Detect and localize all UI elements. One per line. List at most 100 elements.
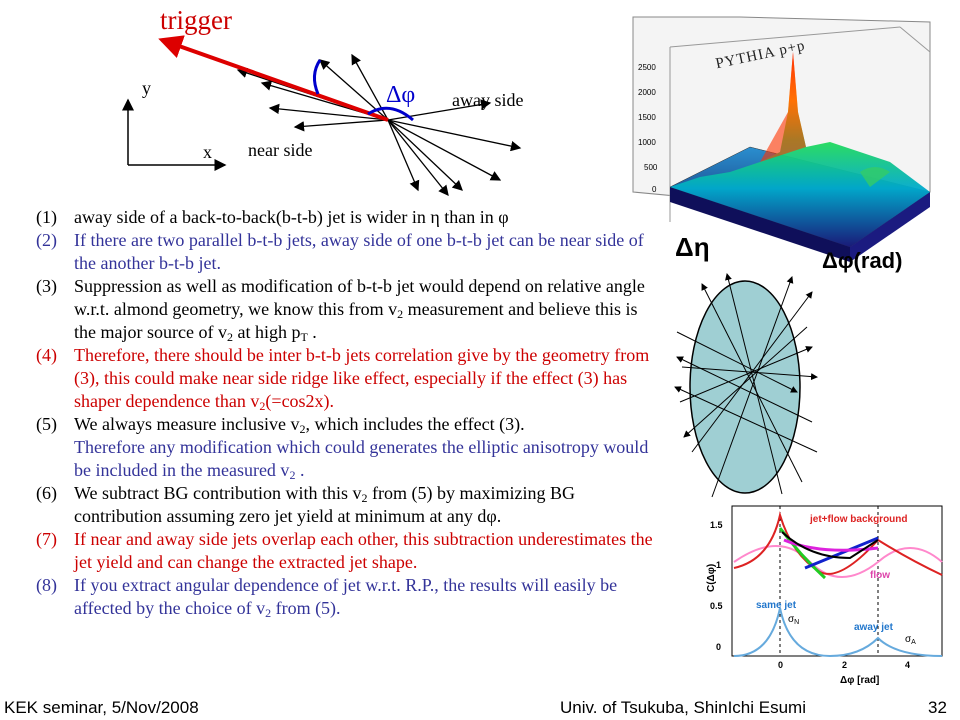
y-tick: 1 — [716, 560, 721, 570]
list-number: (3) — [36, 276, 57, 296]
magenta-curve — [783, 538, 879, 552]
z-tick: 2000 — [638, 88, 656, 97]
trigger-angle-arc — [313, 59, 322, 95]
away-side-jets — [387, 99, 522, 197]
list-item: (6) We subtract BG contribution with this… — [36, 482, 656, 528]
y-axis-label: y — [142, 78, 151, 98]
z-tick: 0 — [652, 185, 657, 194]
list-item: (8) If you extract angular dependence of … — [36, 574, 656, 620]
z-tick: 2500 — [638, 63, 656, 72]
list-number: (4) — [36, 345, 57, 365]
point-list: (1) away side of a back-to-back(b-t-b) je… — [36, 206, 656, 620]
list-text: away side of a back-to-back(b-t-b) jet i… — [74, 206, 656, 229]
text-run: from (5). — [271, 598, 341, 618]
delta-phi-label: Δφ — [386, 82, 416, 108]
delta-phi-axis-label: Δφ(rad) — [822, 248, 903, 273]
list-item: (3) Suppression as well as modification o… — [36, 275, 656, 344]
x-tick: 2 — [842, 660, 847, 670]
flow-curve — [733, 545, 943, 578]
list-text: Therefore, there should be inter b-t-b j… — [74, 344, 656, 413]
x-tick: 4 — [905, 660, 910, 670]
list-text: We always measure inclusive v2, which in… — [74, 413, 656, 482]
list-number: (7) — [36, 529, 57, 549]
z-tick: 1000 — [638, 138, 656, 147]
y-tick: 0.5 — [710, 601, 723, 611]
almond-ellipse — [689, 280, 801, 494]
list-item: (4) Therefore, there should be inter b-t-… — [36, 344, 656, 413]
away-angle-arc — [367, 106, 414, 122]
list-item: (5) We always measure inclusive v2, which… — [36, 413, 656, 482]
list-number: (2) — [36, 230, 57, 250]
text-run: Therefore, there should be inter b-t-b j… — [74, 345, 650, 411]
text-run: from (5) by maximizing BG contribution a… — [74, 483, 575, 526]
text-run: Therefore any modification which could g… — [74, 437, 649, 480]
near-side-label: near side — [248, 140, 313, 160]
black-curve — [781, 531, 879, 560]
jet-diagram — [122, 35, 522, 197]
delta-eta-axis-label: Δη — [675, 232, 710, 262]
trigger-arrow — [158, 35, 389, 122]
text-run: We always measure inclusive v — [74, 414, 300, 434]
subscript: T — [300, 330, 308, 344]
away-jet-label: away jet — [854, 622, 894, 633]
list-number: (1) — [36, 207, 57, 227]
list-number: (8) — [36, 575, 57, 595]
text-run: . — [295, 460, 305, 480]
list-text: Suppression as well as modification of b… — [74, 275, 656, 344]
almond-geometry-diagram — [674, 273, 818, 498]
y-axis-label: C(Δφ) — [706, 564, 717, 592]
text-run: (=cos2x). — [265, 391, 335, 411]
list-item: (1) away side of a back-to-back(b-t-b) je… — [36, 206, 656, 229]
text-run: If you extract angular dependence of jet… — [74, 575, 618, 618]
text-run: Suppression as well as modification of b… — [74, 276, 645, 319]
pythia-lego-plot: 2500 2000 1500 1000 500 0 — [632, 16, 931, 262]
text-run: measurement and believe this is the majo… — [74, 299, 638, 342]
text-run: away side of a back-to-back(b-t-b) jet i… — [74, 207, 509, 227]
list-number: (5) — [36, 414, 57, 434]
subscript: 2 — [397, 307, 404, 321]
trigger-label: trigger — [160, 5, 232, 35]
correlation-plot: 1.5 1 0.5 0 0 2 4 Δφ [rad] C(Δφ) jet+flo… — [706, 505, 943, 686]
x-tick: 0 — [778, 660, 783, 670]
list-text: If you extract angular dependence of jet… — [74, 574, 656, 620]
same-jet-curve — [733, 607, 831, 657]
list-item: (2) If there are two parallel b-t-b jets,… — [36, 229, 656, 275]
flow-label: flow — [870, 570, 890, 581]
list-text: If there are two parallel b-t-b jets, aw… — [74, 229, 656, 275]
text-run: . — [307, 322, 317, 342]
away-side-label: away side — [452, 90, 524, 110]
x-axis-label: Δφ [rad] — [840, 675, 879, 686]
text-run: , which includes the effect (3). — [305, 414, 525, 434]
continuation: Therefore any modification which could g… — [74, 436, 656, 482]
text-run: at high p — [232, 322, 301, 342]
sigma-n-label: σN — [788, 614, 799, 626]
page-number: 32 — [928, 698, 947, 717]
subscript: 2 — [226, 330, 233, 344]
text-run: If there are two parallel b-t-b jets, aw… — [74, 230, 644, 273]
x-axis-label: x — [203, 142, 212, 162]
subscript: 2 — [299, 422, 306, 436]
near-side-jets — [236, 53, 389, 132]
jet-lines — [674, 273, 818, 498]
background-label: jet+flow background — [809, 514, 908, 525]
subscript: 2 — [361, 491, 368, 505]
away-jet-curve — [829, 636, 943, 657]
blue-curve — [804, 536, 879, 570]
list-number: (6) — [36, 483, 57, 503]
z-tick: 500 — [644, 163, 658, 172]
text-run: If near and away side jets overlap each … — [74, 529, 653, 572]
subscript: 2 — [289, 468, 296, 482]
subscript: 2 — [259, 399, 266, 413]
footer-author: Univ. of Tsukuba, ShinIchi Esumi — [560, 698, 806, 717]
footer-event: KEK seminar, 5/Nov/2008 — [4, 698, 199, 717]
same-jet-label: same jet — [756, 600, 797, 611]
z-tick: 1500 — [638, 113, 656, 122]
sigma-a-label: σA — [905, 634, 916, 646]
subscript: 2 — [265, 606, 272, 620]
text-run: We subtract BG contribution with this v — [74, 483, 362, 503]
list-text: If near and away side jets overlap each … — [74, 528, 656, 574]
list-item: (7) If near and away side jets overlap ea… — [36, 528, 656, 574]
y-tick: 1.5 — [710, 520, 723, 530]
y-tick: 0 — [716, 642, 721, 652]
list-text: We subtract BG contribution with this v2… — [74, 482, 656, 528]
